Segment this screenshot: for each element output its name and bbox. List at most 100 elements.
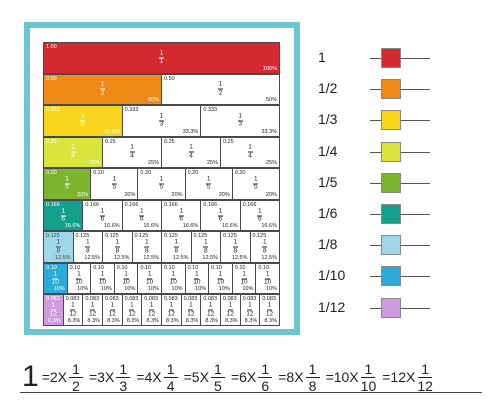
fraction-bar	[76, 278, 82, 280]
legend-swatch	[381, 266, 401, 287]
fraction-cell: 0.083 1 12 8.3%	[121, 294, 143, 326]
cell-percent: 25%	[147, 160, 159, 167]
fraction-cell: 0.166 1 6 16.6%	[121, 199, 162, 232]
legend-swatch	[381, 235, 401, 256]
fraction-cell: 0.20 1 5 20%	[137, 168, 186, 200]
cell-fraction: 1 10	[186, 271, 209, 286]
legend-label: 1/10	[318, 267, 346, 284]
cell-numerator: 1	[233, 238, 238, 246]
cell-percent: 25%	[206, 160, 218, 167]
cell-decimal: 0.083	[183, 296, 198, 303]
fraction-bar	[159, 57, 164, 59]
cell-denominator: 12	[49, 310, 57, 318]
fraction-cell: 0.166 1 6 16.6%	[82, 199, 123, 232]
fraction-bar	[247, 309, 253, 311]
cell-denominator: 10	[193, 278, 201, 286]
cell-numerator: 1	[85, 238, 90, 246]
fraction-bar	[188, 309, 194, 311]
equation-prefix: =4X	[136, 369, 162, 385]
cell-denominator: 10	[98, 278, 107, 286]
cell-denominator: 12	[246, 310, 254, 318]
cell-denominator: 12	[187, 310, 195, 318]
fraction-cell: 0.20 1 5 20%	[43, 168, 92, 200]
cell-percent: 16.6%	[143, 223, 159, 230]
fraction-bar	[418, 376, 433, 378]
fraction-bar	[168, 309, 174, 311]
cell-denominator: 2	[100, 89, 105, 97]
fraction-cell: 0.333 1 3 33.3%	[121, 105, 202, 137]
cell-numerator: 1	[115, 238, 120, 246]
cell-numerator: 1	[189, 301, 193, 309]
cell-fraction: 1 10	[256, 271, 279, 286]
fraction-cell: 0.10 1 10 10%	[90, 262, 115, 295]
cell-percent: 10%	[218, 286, 230, 293]
cell-decimal: 0.10	[46, 264, 57, 271]
cell-decimal: 0.333	[203, 107, 218, 114]
cell-percent: 20%	[265, 191, 277, 198]
cell-numerator: 1	[218, 270, 223, 278]
equation-prefix: =12X	[382, 369, 416, 385]
fraction-bar	[203, 246, 209, 248]
fraction-cell: 0.166 1 6 16.6%	[43, 199, 84, 232]
cell-numerator: 1	[112, 175, 117, 183]
cell-percent: 12.5%	[231, 254, 248, 261]
cell-percent: 20%	[77, 191, 89, 198]
equation-fraction: 1 10	[361, 362, 377, 393]
equation-numerator: 1	[261, 360, 270, 377]
fraction-bar	[206, 183, 212, 185]
cell-percent: 8.3%	[244, 317, 258, 324]
fraction-cell: 0.166 1 6 16.6%	[239, 199, 280, 232]
cell-decimal: 0.20	[187, 170, 199, 177]
fraction-cell: 0.333 1 3 33.3%	[43, 105, 123, 137]
cell-percent: 16.6%	[64, 223, 81, 230]
cell-numerator: 1	[159, 49, 164, 57]
cell-numerator: 1	[248, 143, 252, 151]
cell-percent: 12.5%	[54, 254, 71, 261]
fraction-bar	[158, 120, 164, 122]
legend-swatch	[381, 172, 401, 193]
fraction-bar	[139, 215, 145, 217]
cell-denominator: 10	[240, 278, 248, 286]
equation-denominator: 12	[417, 377, 433, 394]
cell-denominator: 3	[159, 120, 164, 128]
cell-denominator: 5	[254, 183, 258, 191]
cell-numerator: 1	[140, 207, 144, 215]
cell-denominator: 8	[85, 247, 90, 255]
cell-denominator: 5	[206, 183, 211, 191]
cell-percent: 10%	[147, 286, 159, 293]
cell-decimal: 0.10	[163, 264, 175, 271]
fraction-bar	[163, 376, 178, 378]
cell-numerator: 1	[228, 301, 233, 309]
equation-term: =3X 1 3	[89, 362, 131, 393]
cell-decimal: 0.083	[262, 296, 276, 303]
fraction-bar	[70, 151, 76, 153]
legend-label: 1/8	[318, 236, 338, 253]
cell-percent: 100%	[262, 65, 277, 72]
cell-numerator: 1	[174, 238, 179, 246]
cell-denominator: 8	[203, 247, 208, 255]
cell-percent: 8.3%	[264, 317, 277, 324]
cell-numerator: 1	[100, 80, 105, 88]
fraction-cell: 0.125 1 8 12.5%	[72, 231, 103, 263]
fraction-cell: 0.083 1 12 8.3%	[62, 294, 84, 326]
fraction-cell: 0.25 1 4 25%	[102, 136, 162, 169]
cell-percent: 16.6%	[104, 223, 120, 230]
cell-percent: 12.5%	[113, 254, 130, 261]
legend-item: 1/2	[318, 79, 430, 100]
cell-denominator: 12	[147, 310, 156, 318]
cell-numerator: 1	[81, 112, 85, 120]
cell-numerator: 1	[56, 238, 61, 246]
fraction-cell: 0.083 1 12 8.3%	[200, 294, 221, 326]
cell-fraction: 1 12	[83, 302, 102, 318]
